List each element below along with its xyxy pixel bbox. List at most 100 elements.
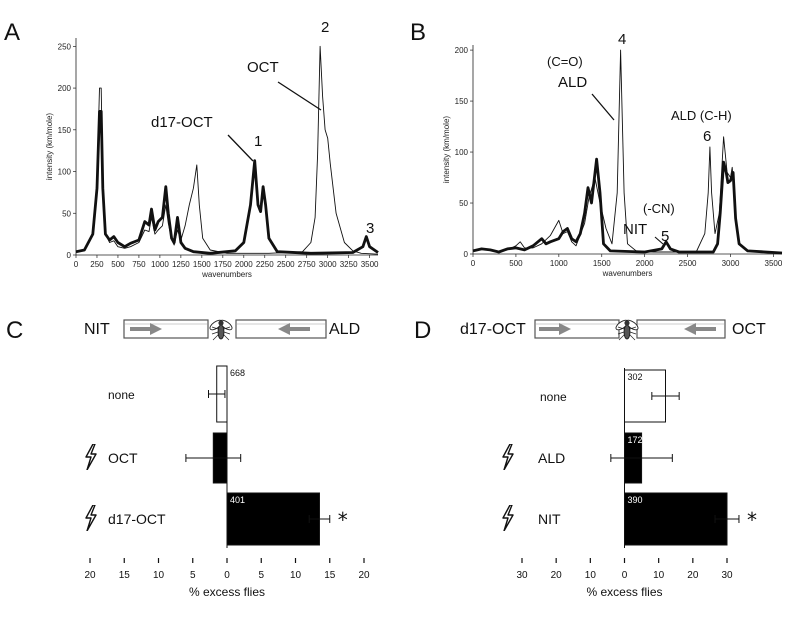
panel-c-x-tick-label: 15 (119, 570, 131, 581)
panel-d-category-label: NIT (538, 511, 561, 527)
right-arrow-icon (684, 323, 716, 335)
panel-b-x-tick-label: 3500 (765, 259, 783, 268)
panel-b-x-tick-label: 0 (471, 259, 476, 268)
panel-a-x-tick-label: 3500 (361, 260, 379, 269)
annotation-ald-ch-label: ALD (C-H) (671, 108, 732, 123)
panel-c-bar-chart: 668 none 277 OCT 401 d17-OCT * 20 15 10 5 0 5 10 15 20 (84, 365, 370, 581)
panel-a-x-axis-label: wavenumbers (201, 270, 252, 279)
panel-a-x-tick-label: 750 (132, 260, 146, 269)
panel-a-x-tick-label: 1750 (214, 260, 232, 269)
panel-a-y-tick-label: 50 (62, 209, 71, 218)
panel-b-x-axis-label: wavenumbers (602, 269, 653, 278)
panel-c-t-maze: NIT ALD (84, 317, 360, 341)
panel-c-behavior: C NIT ALD 668 none 277 OCT 401 d17-OCT * 20 15 10… (6, 317, 370, 599)
lightning-bolt-icon (502, 444, 514, 470)
panel-c-x-tick-label: 5 (258, 570, 264, 581)
panel-c-category-label: d17-OCT (108, 511, 166, 527)
left-arrow-icon (130, 323, 162, 335)
panel-d-significance-star: * (747, 508, 757, 532)
panel-d-n-label: 172 (628, 435, 643, 445)
right-odor-label: ALD (329, 321, 360, 338)
panel-a-x-tick-label: 2000 (235, 260, 253, 269)
annotation-nit-leader (654, 236, 664, 245)
panel-a-x-tick-label: 2250 (256, 260, 274, 269)
panel-a-x-tick-label: 3250 (340, 260, 358, 269)
panel-c-x-axis-label: % excess flies (189, 585, 265, 599)
panel-b-y-tick-label: 200 (455, 46, 469, 55)
panel-b-annotations: (C=O) ALD 4 ALD (C-H) 6 (-CN) NIT 5 (547, 31, 732, 245)
panel-b-spectrum: B 0 500 1000 1500 2000 2500 3000 3500 0 50 100 150 2… (410, 19, 783, 278)
panel-a-x-tick-label: 1500 (193, 260, 211, 269)
right-arrow-icon (278, 323, 310, 335)
annotation-d17-oct-label: d17-OCT (151, 114, 213, 131)
peak-4-label: 4 (618, 31, 626, 48)
annotation-nit-label: NIT (623, 221, 647, 238)
panel-c-bar-d17-oct (226, 492, 320, 546)
panel-c-n-label: 277 (230, 435, 245, 445)
lightning-bolt-icon (85, 505, 97, 531)
panel-d-bar-nit (624, 492, 728, 546)
panel-a-y-tick-label: 200 (58, 84, 72, 93)
panel-a-x-tick-label: 0 (74, 260, 79, 269)
panel-b-x-tick-label: 1500 (593, 259, 611, 268)
panel-d-n-label: 390 (628, 495, 643, 505)
peak-5-label: 5 (661, 228, 669, 245)
panel-d-letter: D (414, 317, 431, 344)
annotation-cn-label: (-CN) (643, 201, 675, 216)
panel-c-n-label: 401 (230, 495, 245, 505)
panel-a-y-tick-label: 100 (58, 168, 72, 177)
panel-a-x-tick-label: 500 (111, 260, 125, 269)
panel-b-y-tick-label: 50 (459, 199, 468, 208)
panel-b-x-tick-label: 500 (509, 259, 523, 268)
annotation-oct-leader (277, 81, 322, 111)
panel-a-x-tick-label: 2500 (277, 260, 295, 269)
annotation-c-o-label: (C=O) (547, 54, 583, 69)
panel-a-x-tick-label: 2750 (298, 260, 316, 269)
panel-a-x-tick-label: 3000 (319, 260, 337, 269)
panel-d-behavior: D d17-OCT OCT 302 none 172 ALD 390 NIT * 30 20 10… (414, 317, 766, 599)
annotation-d17-oct-leader (227, 134, 254, 162)
panel-b-y-tick-label: 100 (455, 148, 469, 157)
panel-a-y-axis-label: intensity (km/mole) (45, 113, 54, 180)
panel-c-category-label: OCT (108, 450, 138, 466)
panel-b-plot-area: 0 500 1000 1500 2000 2500 3000 3500 0 50 100 150 200 (455, 45, 783, 268)
panel-c-category-label: none (108, 388, 135, 402)
panel-d-x-tick-label: 10 (585, 570, 597, 581)
panel-c-x-tick-label: 0 (224, 570, 230, 581)
panel-b-letter: B (410, 19, 426, 46)
panel-b-y-tick-label: 0 (464, 250, 469, 259)
panel-c-letter: C (6, 317, 23, 344)
panel-c-x-tick-label: 15 (324, 570, 336, 581)
peak-6-label: 6 (703, 128, 711, 145)
spectrum-line-nit (472, 157, 783, 255)
panel-a-spectrum: A 0 250 500 750 1000 1250 1500 1750 2000 2250 2500… (4, 19, 379, 279)
panel-a-y-tick-label: 0 (67, 251, 72, 260)
panel-b-x-tick-label: 2000 (636, 259, 654, 268)
spectrum-line-oct (75, 45, 379, 255)
panel-a-y-tick-label: 250 (58, 42, 72, 51)
panel-c-x-tick-label: 20 (358, 570, 370, 581)
panel-c-significance-star: * (338, 508, 348, 532)
peak-2-label: 2 (321, 19, 329, 36)
panel-b-x-tick-label: 2500 (679, 259, 697, 268)
panel-c-x-tick-label: 10 (153, 570, 165, 581)
panel-a-x-tick-label: 1000 (151, 260, 169, 269)
panel-d-x-tick-label: 20 (551, 570, 563, 581)
panel-d-x-tick-label: 10 (653, 570, 665, 581)
left-odor-label: d17-OCT (460, 321, 526, 338)
peak-1-label: 1 (254, 133, 262, 150)
panel-d-t-maze: d17-OCT OCT (460, 317, 766, 341)
panel-a-plot-area: 0 250 500 750 1000 1250 1500 1750 2000 2250 2500 27… (58, 38, 379, 269)
annotation-ald-label: ALD (558, 74, 587, 91)
panel-c-n-label: 668 (230, 368, 245, 378)
panel-c-x-tick-label: 10 (290, 570, 302, 581)
panel-d-category-label: ALD (538, 450, 565, 466)
panel-b-y-tick-label: 150 (455, 97, 469, 106)
panel-c-x-tick-label: 5 (190, 570, 196, 581)
panel-a-letter: A (4, 19, 20, 46)
panel-d-x-axis-label: % excess flies (586, 585, 662, 599)
panel-a-x-tick-label: 250 (90, 260, 104, 269)
panel-a-annotations: OCT d17-OCT 1 2 3 (151, 19, 374, 237)
left-tube (123, 319, 209, 339)
